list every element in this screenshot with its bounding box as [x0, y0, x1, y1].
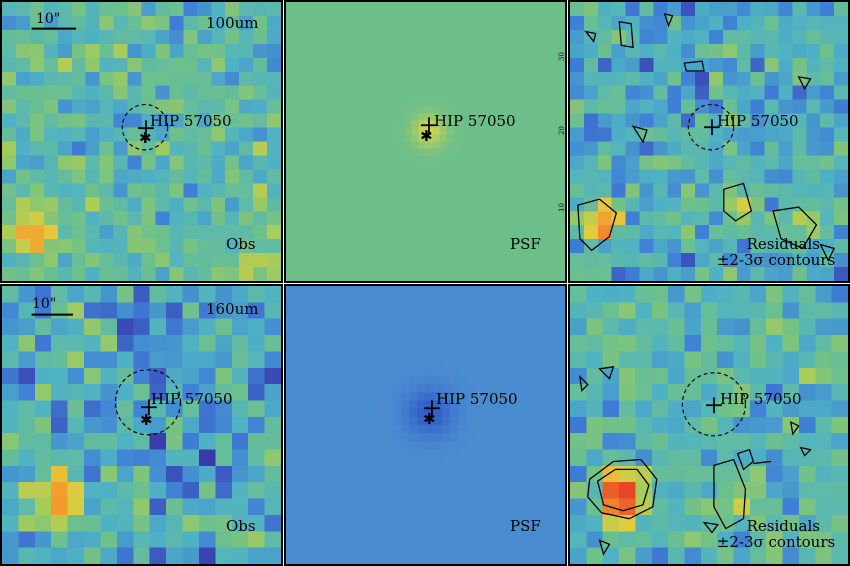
scale-label: 10" [32, 296, 57, 312]
psf-panel-100um: ✱ 30 20 10 HIP 57050 PSF [284, 0, 567, 283]
axis-tick-label: 5 [284, 498, 286, 502]
target-label: HIP 57050 [717, 112, 799, 130]
axis-tick-label: 20 [284, 293, 286, 302]
star-cross-marker [424, 400, 440, 417]
residuals-label-line2: ±2-3σ contours [716, 250, 836, 269]
psf-overlay-100um: ✱ [420, 117, 437, 145]
residuals-label-line1: Residuals [746, 517, 820, 535]
contours [578, 366, 812, 556]
residuals-panel-100um: HIP 57050 Residuals ±2-3σ contours [568, 0, 850, 283]
residuals-label: Residuals ±2-3σ contours [712, 235, 840, 269]
star-cross-marker [706, 397, 722, 414]
axis-tick-label: 10 [284, 429, 286, 438]
aperture-circle [121, 103, 169, 151]
band-label: 100um [206, 14, 259, 32]
scale-label: 10" [36, 11, 61, 27]
residuals-image-100um [570, 2, 848, 281]
residuals-image-160um [570, 286, 848, 564]
obs-image-160um [2, 286, 281, 564]
axis-tick-label: 30 [558, 52, 566, 61]
psf-panel-160um: ✱ 20 15 10 5 HIP 57050 PSF [284, 284, 567, 566]
axis-tick-label: 20 [558, 126, 566, 135]
panel-label: Obs [226, 517, 256, 535]
residuals-panel-160um: HIP 57050 Residuals ±2-3σ contours [568, 284, 850, 566]
obs-overlay-100um: ✱ [31, 27, 169, 151]
band-label: 160um [206, 300, 259, 318]
psf-image-160um [286, 286, 565, 564]
residuals-overlay-100um [577, 12, 836, 262]
axis-tick-label: 10 [558, 203, 566, 212]
panel-label: PSF [510, 235, 541, 253]
asterisk-marker: ✱ [420, 128, 432, 145]
star-cross-marker [141, 399, 157, 416]
target-label: HIP 57050 [150, 112, 232, 130]
residuals-label-line1: Residuals [746, 235, 820, 253]
psf-image-100um [286, 2, 565, 281]
star-cross-marker [704, 119, 720, 136]
panel-label: PSF [510, 517, 541, 535]
residuals-label-line2: ±2-3σ contours [716, 532, 836, 551]
asterisk-marker: ✱ [423, 411, 435, 428]
asterisk-marker: ✱ [140, 412, 152, 429]
asterisk-marker: ✱ [139, 130, 151, 147]
residuals-overlay-160um [578, 366, 812, 556]
target-label: HIP 57050 [720, 390, 802, 408]
obs-panel-160um: ✱ 10" 160um HIP 57050 Obs [0, 284, 283, 566]
obs-panel-100um: ✱ 10" 100um HIP 57050 Obs [0, 0, 283, 283]
aperture-circle [681, 372, 747, 437]
panel-label: Obs [226, 235, 256, 253]
star-cross-marker [421, 117, 437, 134]
obs-overlay-160um: ✱ [31, 313, 182, 436]
star-cross-marker [138, 120, 154, 137]
aperture-circle [687, 103, 735, 151]
target-label: HIP 57050 [151, 390, 233, 408]
target-label: HIP 57050 [436, 390, 518, 408]
obs-image-100um [2, 2, 281, 281]
axis-tick-label: 15 [284, 365, 286, 374]
contours [577, 12, 836, 262]
target-label: HIP 57050 [434, 112, 516, 130]
residuals-label: Residuals ±2-3σ contours [712, 517, 840, 551]
psf-overlay-160um: ✱ [423, 400, 440, 428]
